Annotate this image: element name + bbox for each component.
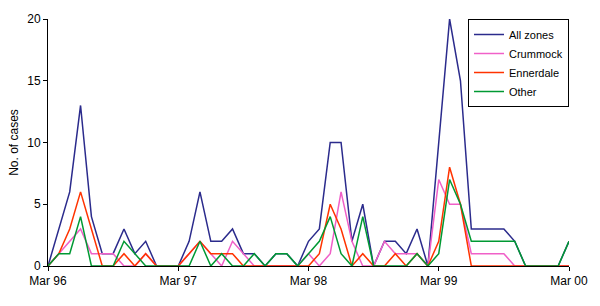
- svg-text:15: 15: [27, 74, 41, 88]
- svg-text:Mar 96: Mar 96: [29, 274, 67, 288]
- svg-text:Mar 98: Mar 98: [290, 274, 328, 288]
- svg-text:Mar 00: Mar 00: [550, 274, 588, 288]
- svg-text:Ennerdale: Ennerdale: [509, 67, 559, 79]
- svg-text:Mar 97: Mar 97: [160, 274, 198, 288]
- svg-text:Other: Other: [509, 86, 537, 98]
- svg-text:20: 20: [27, 12, 41, 26]
- svg-text:0: 0: [34, 259, 41, 273]
- svg-text:No. of cases: No. of cases: [7, 109, 21, 176]
- svg-text:Mar 99: Mar 99: [420, 274, 458, 288]
- svg-text:Crummock: Crummock: [509, 48, 563, 60]
- svg-text:10: 10: [27, 136, 41, 150]
- svg-text:All zones: All zones: [509, 29, 554, 41]
- svg-text:5: 5: [34, 197, 41, 211]
